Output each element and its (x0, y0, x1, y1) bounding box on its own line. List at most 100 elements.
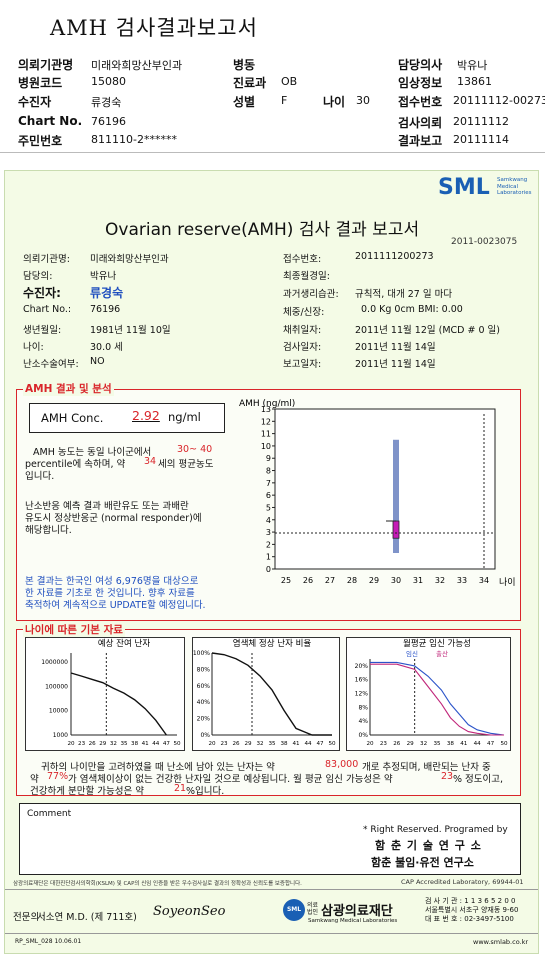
mini-y-tick: 1000000 (41, 659, 68, 666)
amh-median-box (392, 520, 400, 539)
x-tick-label: 34 (479, 576, 489, 585)
mini-x-tick: 47 (487, 741, 495, 747)
x-tick-label: 33 (457, 576, 467, 585)
hospital-name-label: 의뢰기관명 (18, 58, 74, 72)
mini-frame (192, 637, 340, 751)
patient-value: 류경숙 (91, 96, 122, 109)
hospital-code-label: 병원코드 (18, 76, 63, 90)
hospital-code-value: 15080 (91, 75, 126, 88)
delivery-line (370, 663, 504, 736)
mini-y-tick: 100000 (45, 683, 68, 690)
specialist-name: 서소연 M.D. (제 711호) (37, 912, 137, 923)
y-tick-label: 3 (266, 528, 271, 537)
pregnancy-pct: 23 (441, 771, 454, 782)
amh-text1-b: percentile에 속하며, 약 (25, 459, 126, 470)
weight-height-label: 체중/신장: (283, 307, 325, 318)
amh-section-title: AMH 결과 및 분석 (23, 381, 114, 396)
age-label: 나이 (323, 95, 346, 109)
birthdate-value: 1981년 11월 10일 (90, 325, 171, 336)
menstrual-history-label: 과거생리습관: (283, 289, 339, 300)
sex-value: F (281, 94, 288, 107)
website-link[interactable]: www.smlab.co.kr (473, 938, 529, 946)
y-tick-label: 13 (261, 405, 271, 414)
clinical-info-value: 13861 (457, 75, 492, 88)
mini-x-tick: 38 (131, 741, 139, 747)
patient-label: 수진자 (18, 95, 52, 109)
amh-text1-d: 입니다. (25, 471, 55, 482)
hospital-name-value: 미래와희망산부인과 (91, 59, 183, 72)
y-tick-label: 1 (266, 553, 271, 562)
x-axis-label: 나이 (499, 577, 516, 588)
pregnancy-line (370, 661, 505, 736)
y-tick-label: 9 (266, 454, 271, 463)
plot-area (274, 408, 496, 570)
basic-text-b: 개로 추정되며, 배란되는 난자 중 (362, 762, 491, 773)
x-tick-label: 28 (347, 576, 357, 585)
patient-name-label: 수진자: (23, 286, 61, 300)
x-tick-label: 32 (435, 576, 445, 585)
delivery-pct: 21 (174, 783, 187, 794)
mini-chart-title: 월평균 임신 가능성 (403, 638, 471, 649)
result-date-value: 20111114 (453, 133, 509, 146)
collection-date-label: 채취일자: (283, 325, 322, 336)
y-tick-label: 8 (266, 467, 271, 476)
birthdate-label: 생년월일: (23, 325, 62, 336)
age-value: 30 (356, 94, 370, 107)
mini-chart-title: 예상 잔여 난자 (98, 638, 151, 649)
mini-y-tick: 4% (358, 718, 368, 725)
y-axis-label: AMH (ng/ml) (239, 399, 295, 409)
amh-report-scan: SML Samkwang Medical Laboratories Ovarian … (4, 170, 539, 954)
mini-x-tick: 32 (110, 741, 117, 747)
mini-x-tick: 20 (366, 741, 374, 747)
normal-ratio-line (211, 652, 332, 736)
chart-number-label: Chart No.: (23, 304, 72, 315)
report-date-label: 보고일자: (283, 359, 322, 370)
mini-x-tick: 29 (407, 741, 415, 747)
mini-x-tick: 41 (142, 741, 150, 747)
foundation-contacts: 검 사 기 관 : 1 1 3 6 5 2 0 0 서울특별시 서초구 양재동 … (425, 897, 519, 923)
mini-x-tick: 41 (292, 741, 300, 747)
ref-hospital-label: 의뢰기관명: (23, 254, 70, 265)
amh-text1-a: AMH 농도는 동일 나이군에서 (33, 447, 152, 458)
y-tick-label: 5 (266, 503, 271, 512)
mini-x-tick: 26 (393, 741, 401, 747)
footer-divider (5, 889, 538, 890)
mini-y-tick: 80% (197, 666, 211, 673)
y-tick-label: 0 (266, 565, 271, 574)
result-date-label: 결과보고 (398, 134, 443, 148)
amh-data-notice: 본 결과는 한국인 여성 6,976명을 대상으로 한 자료를 기초로 한 것입… (25, 576, 206, 611)
report-header-title: AMH 검사결과보고서 (50, 16, 258, 40)
chart-no-value: 76196 (91, 115, 126, 128)
legend-delivery: 출산 (436, 649, 448, 658)
foundation-name: 삼광의료재단 (321, 904, 393, 919)
mini-y-tick: 0% (358, 732, 368, 739)
amh-conc-unit: ng/ml (168, 410, 201, 424)
mini-y-tick: 0% (200, 732, 210, 739)
mini-x-tick: 29 (244, 741, 252, 747)
mini-x-tick: 47 (163, 741, 171, 747)
x-tick-label: 31 (413, 576, 423, 585)
mini-x-tick: 29 (99, 741, 107, 747)
mini-x-tick: 26 (232, 741, 240, 747)
accession-label: 접수번호: (283, 254, 322, 265)
mini-chart-title: 염색체 정상 난자 비율 (233, 638, 312, 649)
mini-x-tick: 23 (78, 741, 86, 747)
test-date-value: 2011년 11월 14일 (355, 342, 436, 353)
mini-x-tick: 38 (280, 741, 288, 747)
report-title: Ovarian reserve(AMH) 검사 결과 보고서 (105, 220, 420, 240)
basic-text-g: %입니다. (186, 786, 225, 797)
mini-y-tick: 40% (197, 699, 211, 706)
org-research-1: 함 춘 기 술 연 구 소 (375, 839, 482, 852)
mini-x-tick: 38 (447, 741, 455, 747)
x-tick-label: 29 (369, 576, 379, 585)
amh-text1-c: 세의 평균농도 (158, 459, 214, 470)
normal-egg-pct: 77% (47, 771, 69, 782)
doctor-label: 담당의사 (398, 58, 443, 72)
amh-conc-label: AMH Conc. (41, 411, 104, 425)
amh-percentile-range: 30~ 40 (177, 444, 213, 455)
report-number: 2011-0023075 (451, 237, 518, 247)
patient-name-value: 류경숙 (90, 286, 124, 300)
mini-y-tick: 1000 (53, 732, 68, 739)
estimated-eggs-value: 83,000 (325, 759, 359, 770)
